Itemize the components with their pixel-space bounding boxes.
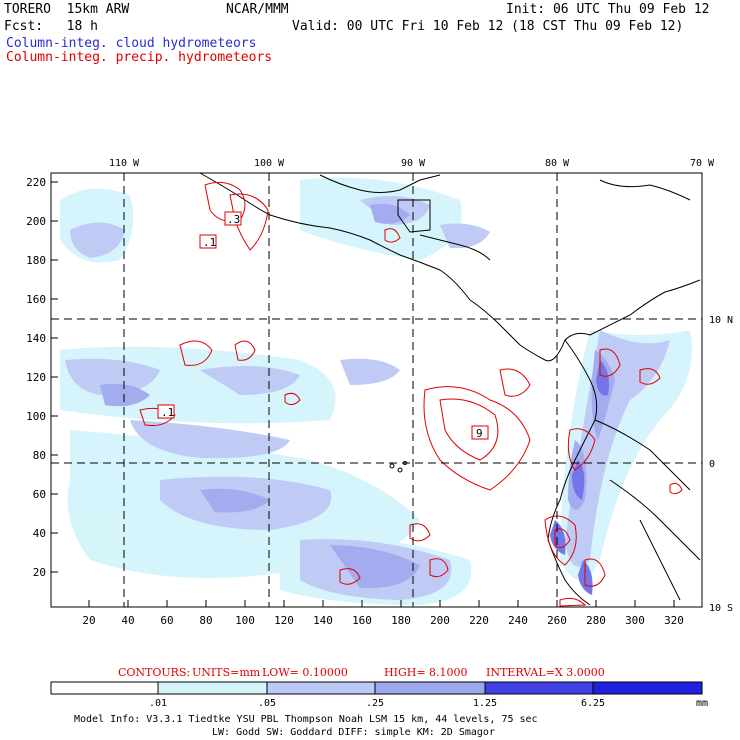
- y-tick-label: 160: [26, 293, 46, 306]
- y-tick-label: 120: [26, 371, 46, 384]
- y-tick-label: 80: [33, 449, 46, 462]
- contour-info: CONTOURS: UNITS=mm LOW= 0.10000 HIGH= 8.…: [118, 666, 605, 679]
- colorbar-level: .05: [258, 698, 276, 709]
- colorbar-level: 1.25: [473, 698, 497, 709]
- x-tick-labels: 20 40 60 80 100 120 140 160 180 200 220 …: [82, 614, 684, 627]
- x-tick-label: 320: [664, 614, 684, 627]
- x-tick-label: 240: [508, 614, 528, 627]
- contour-high: HIGH= 8.1000: [384, 666, 468, 679]
- lon-label: 100 W: [254, 158, 285, 169]
- precip-contours: [139, 181, 683, 607]
- x-tick-label: 100: [235, 614, 255, 627]
- model-info: Model Info: V3.3.1 Tiedtke YSU PBL Thomp…: [74, 714, 538, 738]
- y-tick-label: 200: [26, 215, 46, 228]
- x-tick-label: 80: [199, 614, 212, 627]
- valid-time: Valid: 00 UTC Fri 10 Feb 12 (18 CST Thu …: [292, 19, 684, 34]
- latitude-labels: 10 N 0 10 S: [709, 315, 733, 614]
- contour-label: .1: [203, 236, 216, 249]
- contour-interval: INTERVAL=X 3.0000: [486, 666, 605, 679]
- cloud-shading: [60, 177, 692, 605]
- init-time: Init: 06 UTC Thu 09 Feb 12: [506, 2, 710, 17]
- lat-label: 10 N: [709, 315, 733, 326]
- y-tick-label: 60: [33, 488, 46, 501]
- contour-label: .1: [161, 406, 174, 419]
- x-tick-label: 160: [352, 614, 372, 627]
- axis-ticks: [51, 181, 675, 607]
- colorbar-labels: .01 .05 .25 1.25 6.25 mm: [149, 698, 708, 709]
- colorbar-level: .25: [366, 698, 384, 709]
- y-tick-label: 140: [26, 332, 46, 345]
- field-precip-label: Column-integ. precip. hydrometeors: [6, 50, 273, 65]
- model-info-line2: LW: Godd SW: Goddard DIFF: simple KM: 2D…: [212, 727, 495, 738]
- x-tick-label: 60: [160, 614, 173, 627]
- x-tick-label: 40: [121, 614, 134, 627]
- coastlines: [199, 172, 701, 606]
- lon-label: 70 W: [690, 158, 715, 169]
- contour-label: .3: [227, 213, 240, 226]
- x-tick-label: 180: [391, 614, 411, 627]
- lat-label: 0: [709, 459, 715, 470]
- model-title: TORERO 15km ARW: [4, 2, 130, 17]
- organization: NCAR/MMM: [226, 2, 289, 17]
- colorbar-level: 6.25: [581, 698, 605, 709]
- contour-units: UNITS=mm: [192, 666, 261, 679]
- lat-label: 10 S: [709, 603, 733, 614]
- longitude-labels: 110 W 100 W 90 W 80 W 70 W: [109, 158, 715, 169]
- y-tick-label: 220: [26, 176, 46, 189]
- forecast-hour: Fcst: 18 h: [4, 19, 98, 34]
- contour-caption: CONTOURS:: [118, 666, 190, 679]
- y-tick-label: 180: [26, 254, 46, 267]
- x-tick-label: 20: [82, 614, 95, 627]
- graticule: [51, 173, 702, 607]
- lon-label: 110 W: [109, 158, 140, 169]
- contour-label: 9: [476, 427, 483, 440]
- lon-label: 80 W: [545, 158, 570, 169]
- model-info-line1: Model Info: V3.3.1 Tiedtke YSU PBL Thomp…: [74, 714, 538, 725]
- plot-frame: [50, 172, 703, 608]
- x-tick-label: 120: [274, 614, 294, 627]
- y-tick-label: 20: [33, 566, 46, 579]
- y-tick-label: 100: [26, 410, 46, 423]
- y-tick-label: 40: [33, 527, 46, 540]
- contour-labels: .3 .1 .1 9: [157, 211, 489, 440]
- contour-low: LOW= 0.10000: [262, 666, 348, 679]
- y-tick-labels: 220 200 180 160 140 120 100 80 60 40 20: [26, 176, 46, 579]
- field-cloud-label: Column-integ. cloud hydrometeors: [6, 36, 257, 51]
- x-tick-label: 200: [430, 614, 450, 627]
- x-tick-label: 220: [469, 614, 489, 627]
- colorbar-unit: mm: [696, 698, 708, 709]
- colorbar-level: .01: [149, 698, 167, 709]
- x-tick-label: 140: [313, 614, 333, 627]
- lon-label: 90 W: [401, 158, 426, 169]
- x-tick-label: 280: [586, 614, 606, 627]
- x-tick-label: 300: [625, 614, 645, 627]
- x-tick-label: 260: [547, 614, 567, 627]
- colorbar: [50, 681, 703, 695]
